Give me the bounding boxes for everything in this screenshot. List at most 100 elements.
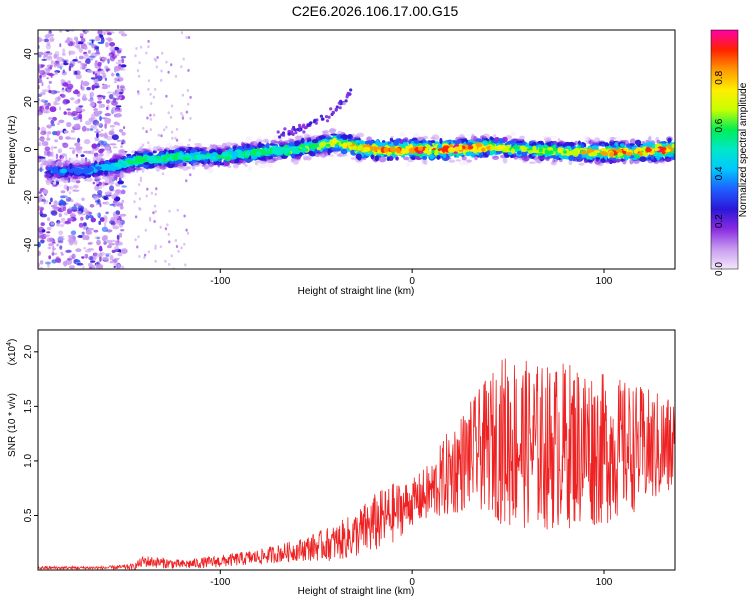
heatmap-cell bbox=[155, 166, 161, 172]
heatmap-cell bbox=[153, 204, 157, 208]
heatmap-cell bbox=[39, 260, 44, 265]
heatmap-cell bbox=[502, 147, 510, 153]
heatmap-cell bbox=[609, 136, 615, 142]
heatmap-cell bbox=[374, 155, 379, 162]
heatmap-cell bbox=[383, 154, 388, 157]
heatmap-cell bbox=[104, 150, 111, 157]
heatmap-cell bbox=[216, 149, 223, 156]
heatmap-cell bbox=[110, 163, 115, 168]
heatmap-cell bbox=[139, 179, 143, 183]
heatmap-cell bbox=[70, 129, 75, 133]
heatmap-cell bbox=[104, 179, 110, 184]
heatmap-cell bbox=[90, 77, 96, 80]
heatmap-cell bbox=[50, 90, 58, 95]
heatmap-cell bbox=[458, 145, 463, 151]
heatmap-cell bbox=[328, 154, 335, 158]
heatmap-cell bbox=[271, 148, 279, 155]
heatmap-cell bbox=[106, 30, 111, 33]
heatmap-cell bbox=[38, 158, 41, 163]
heatmap-cell bbox=[165, 94, 168, 98]
heatmap-cell bbox=[265, 142, 270, 149]
heatmap-cell bbox=[96, 132, 99, 138]
heatmap-cell bbox=[564, 141, 572, 147]
heatmap-cell bbox=[187, 36, 191, 39]
heatmap-cell bbox=[650, 155, 655, 160]
heatmap-cell bbox=[119, 205, 124, 210]
heatmap-cell bbox=[85, 235, 90, 241]
heatmap-cell bbox=[580, 150, 588, 155]
heatmap-cell bbox=[114, 53, 120, 57]
snr-y-tick-label: 1.0 bbox=[23, 454, 34, 468]
heatmap-cell bbox=[293, 128, 297, 132]
heatmap-cell bbox=[109, 146, 112, 150]
heatmap-cell bbox=[84, 167, 90, 173]
snr-x-tick-label: 100 bbox=[596, 577, 613, 588]
heatmap-cell bbox=[154, 244, 157, 248]
heatmap-cell bbox=[203, 159, 208, 163]
heatmap-cell bbox=[80, 154, 85, 158]
heatmap-cell bbox=[139, 176, 143, 180]
heatmap-cell bbox=[105, 252, 112, 255]
heatmap-cell bbox=[294, 131, 298, 135]
heatmap-cell bbox=[104, 170, 109, 176]
heatmap-cell bbox=[105, 41, 109, 48]
heatmap-cell bbox=[116, 241, 123, 246]
heatmap-cell bbox=[521, 150, 528, 157]
heatmap-cell bbox=[39, 266, 44, 269]
heatmap-cell bbox=[44, 151, 48, 156]
heatmap-cell bbox=[157, 133, 160, 137]
heatmap-cell bbox=[121, 132, 126, 136]
heatmap-cell bbox=[519, 135, 525, 140]
heatmap-cell bbox=[41, 104, 48, 107]
heatmap-cell bbox=[70, 212, 76, 217]
heatmap-cell bbox=[102, 181, 105, 187]
heatmap-cell bbox=[625, 151, 633, 156]
heatmap-cell bbox=[143, 256, 146, 260]
heatmap-cell bbox=[59, 224, 65, 228]
heatmap-cell bbox=[137, 74, 141, 78]
heatmap-cell bbox=[90, 150, 95, 155]
heatmap-cell bbox=[72, 175, 79, 180]
heatmap-cell bbox=[81, 125, 87, 132]
heatmap-cell bbox=[119, 213, 127, 217]
heatmap-cell bbox=[106, 135, 113, 141]
heatmap-cell bbox=[174, 239, 178, 242]
heatmap-cell bbox=[170, 104, 174, 108]
heatmap-cell bbox=[104, 216, 108, 223]
heatmap-cell bbox=[121, 58, 125, 64]
heatmap-cell bbox=[95, 202, 99, 206]
heatmap-cell bbox=[114, 245, 119, 251]
heatmap-cell bbox=[101, 226, 108, 232]
heatmap-cell bbox=[82, 226, 87, 229]
heatmap-cell bbox=[318, 142, 326, 148]
heatmap-cell bbox=[267, 160, 275, 164]
heatmap-cell bbox=[363, 146, 371, 152]
heatmap-cell bbox=[390, 135, 394, 139]
heatmap-cell bbox=[468, 151, 473, 156]
heatmap-cell bbox=[53, 61, 57, 68]
heatmap-cell bbox=[50, 151, 54, 158]
heatmap-cell bbox=[541, 135, 550, 138]
heatmap-x-tick-label: 100 bbox=[596, 276, 613, 287]
heatmap-cell bbox=[149, 117, 152, 121]
heatmap-cell bbox=[340, 131, 344, 135]
heatmap-cell bbox=[104, 77, 107, 82]
heatmap-cell bbox=[52, 245, 55, 252]
heatmap-cell bbox=[75, 248, 82, 253]
heatmap-cell bbox=[118, 164, 123, 169]
heatmap-cell bbox=[54, 179, 63, 183]
heatmap-cell bbox=[115, 105, 122, 108]
heatmap-cell bbox=[115, 220, 123, 226]
heatmap-cell bbox=[70, 97, 75, 101]
heatmap-cell bbox=[109, 254, 114, 261]
heatmap-cell bbox=[95, 123, 102, 127]
heatmap-cell bbox=[58, 237, 65, 241]
heatmap-cell bbox=[635, 147, 643, 152]
heatmap-cell bbox=[90, 113, 96, 119]
heatmap-cell bbox=[152, 95, 156, 99]
heatmap-cell bbox=[42, 189, 49, 195]
heatmap-cell bbox=[174, 162, 180, 166]
heatmap-cell bbox=[154, 246, 157, 250]
heatmap-cell bbox=[80, 81, 84, 85]
heatmap-cell bbox=[51, 251, 55, 257]
